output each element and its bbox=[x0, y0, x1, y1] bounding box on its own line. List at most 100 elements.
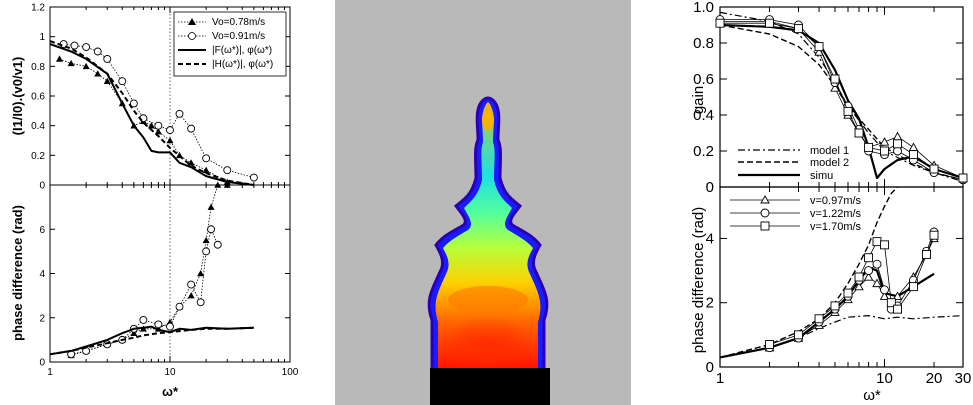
right-legend-label: v=1.22m/s bbox=[810, 208, 862, 220]
y-tick-label: 2 bbox=[706, 295, 714, 312]
x-tick-label: 1 bbox=[47, 367, 53, 378]
right-xlabel: ω* bbox=[863, 387, 881, 404]
y-tick-label: 0 bbox=[706, 179, 714, 196]
data-point bbox=[863, 272, 874, 281]
data-point bbox=[908, 142, 919, 152]
left-legend-label: |F(ω*)|, φ(ω*) bbox=[212, 45, 272, 56]
x-tick-label: 10 bbox=[876, 370, 893, 387]
flame-hotspot-mid bbox=[448, 286, 528, 314]
right-phase-frame bbox=[719, 186, 964, 368]
series-line bbox=[719, 186, 899, 359]
data-point bbox=[814, 314, 824, 324]
data-point bbox=[830, 301, 840, 311]
left-phase-ylabel: phase difference (rad) bbox=[10, 205, 25, 341]
y-tick-label: 0.4 bbox=[693, 107, 714, 124]
data-point bbox=[909, 150, 918, 160]
triangle-marker-icon bbox=[760, 195, 770, 204]
data-point bbox=[929, 164, 939, 174]
y-tick-label: 0 bbox=[39, 358, 45, 369]
data-point bbox=[118, 77, 127, 86]
data-point bbox=[843, 288, 853, 298]
y-tick-label: 0.6 bbox=[693, 71, 714, 88]
data-point bbox=[103, 54, 112, 63]
right-legend-item-model2: model 2 bbox=[738, 157, 849, 169]
circle-marker-icon bbox=[188, 32, 196, 40]
left-legend-item-3: |F(ω*)|, φ(ω*) bbox=[178, 45, 272, 56]
data-point bbox=[166, 137, 174, 144]
flame-tip bbox=[482, 110, 494, 130]
data-point bbox=[93, 47, 102, 56]
y-tick-label: 4 bbox=[706, 230, 714, 247]
data-point bbox=[892, 131, 903, 141]
data-point bbox=[207, 203, 215, 210]
right-gain-legend: model 1 model 2 simu bbox=[738, 145, 849, 182]
data-point bbox=[814, 42, 824, 52]
data-point bbox=[187, 159, 195, 166]
right-axes: 0 0.2 0.4 0.6 0.8 1.0 0 2 4 1 10 20 30 bbox=[693, 0, 971, 387]
data-point bbox=[765, 340, 774, 349]
data-point bbox=[166, 322, 174, 331]
circle-marker-icon bbox=[760, 208, 770, 218]
flame-image bbox=[335, 0, 631, 405]
data-point bbox=[843, 106, 853, 116]
triangle-marker-icon bbox=[188, 18, 196, 25]
right-phase-legend: v=0.97m/s v=1.22m/s v=1.70m/s bbox=[730, 195, 862, 233]
data-point bbox=[187, 124, 196, 133]
left-legend-label: |H(ω*)|, φ(ω*) bbox=[212, 59, 273, 70]
data-point bbox=[147, 122, 155, 129]
y-tick-label: 0.6 bbox=[31, 92, 45, 103]
data-point bbox=[879, 137, 890, 146]
burner-block bbox=[430, 368, 550, 405]
right-legend-item-simu: simu bbox=[738, 170, 833, 182]
flame-hotspot bbox=[436, 317, 540, 373]
right-legend-label: v=1.70m/s bbox=[810, 221, 862, 233]
series-line bbox=[719, 24, 964, 181]
right-chart: 0 0.2 0.4 0.6 0.8 1.0 0 2 4 1 10 20 30 gain phase di… bbox=[690, 0, 971, 404]
data-point bbox=[197, 270, 205, 277]
data-point bbox=[56, 55, 64, 62]
data-point bbox=[130, 329, 138, 337]
x-tick-label: 20 bbox=[926, 370, 943, 387]
data-point bbox=[880, 240, 889, 250]
data-point bbox=[864, 266, 874, 276]
data-point bbox=[249, 173, 258, 182]
series-line bbox=[49, 40, 255, 186]
y-tick-label: 1.0 bbox=[693, 0, 714, 16]
left-gain-ylabel: (I1/I0).(v0/v1) bbox=[10, 57, 25, 136]
right-legend-item-model1: model 1 bbox=[738, 145, 849, 157]
data-point bbox=[864, 142, 874, 152]
data-point bbox=[67, 59, 75, 67]
data-point bbox=[213, 240, 222, 249]
left-legend-item-1: Vo=0.78m/s bbox=[178, 17, 265, 28]
data-point bbox=[830, 83, 840, 92]
left-xlabel: ω* bbox=[162, 384, 179, 399]
left-legend-item-4: |H(ω*)|, φ(ω*) bbox=[178, 59, 273, 70]
data-point bbox=[139, 316, 148, 324]
left-axes: 0 0.2 0.4 0.6 0.8 1 1.2 0 2 4 6 1 10 100 bbox=[31, 3, 299, 379]
y-tick-label: 0.2 bbox=[693, 143, 714, 160]
data-point bbox=[880, 285, 889, 295]
right-phase-ylabel: phase difference (rad) bbox=[690, 207, 707, 353]
data-point bbox=[958, 173, 968, 183]
data-point bbox=[70, 41, 79, 50]
right-legend-label: v=0.97m/s bbox=[810, 195, 862, 207]
data-point bbox=[886, 298, 896, 308]
data-point bbox=[202, 166, 210, 173]
y-tick-label: 6 bbox=[39, 225, 45, 236]
x-tick-label: 10 bbox=[164, 367, 176, 378]
y-tick-label: 1.2 bbox=[31, 3, 45, 14]
left-legend-label: Vo=0.78m/s bbox=[212, 17, 265, 28]
left-legend-item-2: Vo=0.91m/s bbox=[178, 31, 265, 42]
left-gain-plot bbox=[49, 40, 258, 186]
data-point bbox=[830, 74, 840, 84]
data-point bbox=[154, 121, 163, 130]
right-legend-item-v122: v=1.22m/s bbox=[730, 208, 862, 220]
y-tick-label: 0 bbox=[706, 359, 714, 376]
data-point bbox=[175, 302, 184, 311]
data-point bbox=[154, 128, 162, 135]
x-tick-label: 30 bbox=[955, 370, 972, 387]
data-point bbox=[880, 146, 889, 156]
data-point bbox=[202, 236, 210, 244]
data-point bbox=[175, 109, 184, 118]
y-tick-label: 0.2 bbox=[31, 151, 45, 162]
